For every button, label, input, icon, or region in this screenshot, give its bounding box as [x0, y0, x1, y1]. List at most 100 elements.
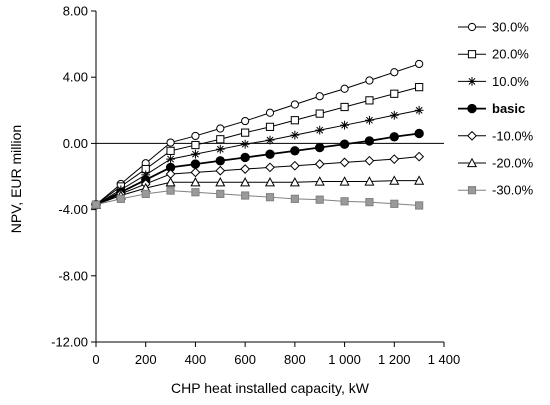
point	[265, 135, 275, 145]
point	[141, 189, 150, 198]
point	[166, 186, 175, 195]
legend-label: 20.0%	[492, 47, 529, 62]
tick-labels: 8.00 4.00 0.00 -4.00 -8.00 -12.00 0 200 400 600 80…	[51, 4, 460, 368]
point	[389, 132, 399, 142]
point	[415, 59, 424, 69]
point	[364, 176, 375, 186]
point	[240, 164, 251, 174]
legend-label: 10.0%	[492, 74, 529, 89]
point	[467, 130, 477, 141]
point	[389, 154, 400, 165]
point	[290, 194, 299, 203]
point	[315, 125, 325, 135]
point	[215, 165, 226, 176]
y-tick-label: -4.00	[58, 202, 88, 217]
point	[340, 102, 349, 112]
point	[289, 160, 300, 171]
point	[390, 89, 399, 98]
point	[191, 140, 200, 150]
series-6	[91, 186, 424, 210]
point	[414, 105, 424, 115]
point	[216, 124, 225, 133]
x-tick-label: 400	[185, 352, 207, 367]
point	[91, 200, 101, 209]
point	[389, 110, 399, 120]
point	[241, 191, 250, 200]
legend-item: 30.0%	[458, 20, 529, 35]
legend-label: -10.0%	[492, 128, 534, 143]
legend-item: 10.0%	[458, 74, 529, 89]
x-tick-label: 200	[135, 352, 157, 367]
x-tick-label: 1 200	[378, 352, 411, 367]
point	[240, 139, 250, 149]
legend-item: -10.0%	[458, 128, 534, 143]
point	[389, 175, 400, 185]
point	[290, 116, 299, 125]
point	[364, 136, 375, 146]
point	[467, 50, 477, 59]
series-line	[95, 109, 420, 206]
point	[339, 176, 350, 186]
point	[264, 177, 276, 187]
y-tick-label: 8.00	[63, 4, 88, 19]
point	[466, 157, 478, 168]
point	[166, 154, 175, 164]
point	[241, 128, 250, 137]
point	[467, 186, 477, 195]
legend-label: -30.0%	[492, 183, 534, 198]
series-5	[90, 175, 425, 209]
point	[315, 195, 324, 204]
point	[290, 100, 299, 109]
point	[240, 152, 250, 163]
point	[191, 149, 200, 159]
point	[215, 144, 225, 154]
point	[365, 198, 374, 207]
point	[340, 84, 349, 93]
point	[166, 138, 175, 147]
point	[340, 120, 349, 130]
y-tick-label: -12.00	[51, 335, 88, 350]
legend-item: -30.0%	[458, 183, 534, 198]
y-tick-label: 0.00	[63, 136, 88, 151]
point	[116, 194, 125, 203]
x-tick-label: 1 400	[428, 352, 461, 367]
legend-item: -20.0%	[458, 156, 534, 171]
series-1	[91, 83, 424, 209]
point	[165, 177, 176, 187]
series-3	[91, 128, 424, 210]
point	[190, 177, 201, 187]
point	[215, 156, 225, 166]
point	[339, 139, 350, 149]
x-tick-label: 0	[92, 352, 99, 367]
point	[265, 149, 275, 159]
point	[215, 177, 226, 187]
legend-label: basic	[492, 101, 525, 116]
x-tick-label: 600	[234, 352, 256, 367]
point	[414, 151, 425, 162]
y-tick-label: 4.00	[63, 70, 88, 85]
y-tick-label: -8.00	[58, 268, 88, 283]
series-2	[91, 105, 424, 210]
point	[191, 188, 200, 197]
point	[265, 122, 275, 131]
point	[415, 201, 424, 210]
point	[339, 157, 350, 168]
point	[166, 146, 175, 155]
legend-label: -20.0%	[492, 156, 534, 171]
series-0	[91, 59, 424, 209]
point	[467, 77, 477, 86]
point	[414, 175, 425, 185]
series-line	[95, 190, 420, 206]
series-layer	[90, 59, 425, 210]
point	[314, 176, 325, 186]
point	[241, 116, 250, 126]
point	[289, 177, 300, 187]
point	[340, 197, 349, 206]
x-axis-title: CHP heat installed capacity, kW	[171, 380, 370, 396]
point	[265, 193, 275, 202]
point	[290, 146, 300, 156]
x-tick-label: 1 000	[328, 352, 361, 367]
point	[315, 92, 324, 101]
point	[191, 131, 200, 141]
point	[365, 96, 374, 105]
